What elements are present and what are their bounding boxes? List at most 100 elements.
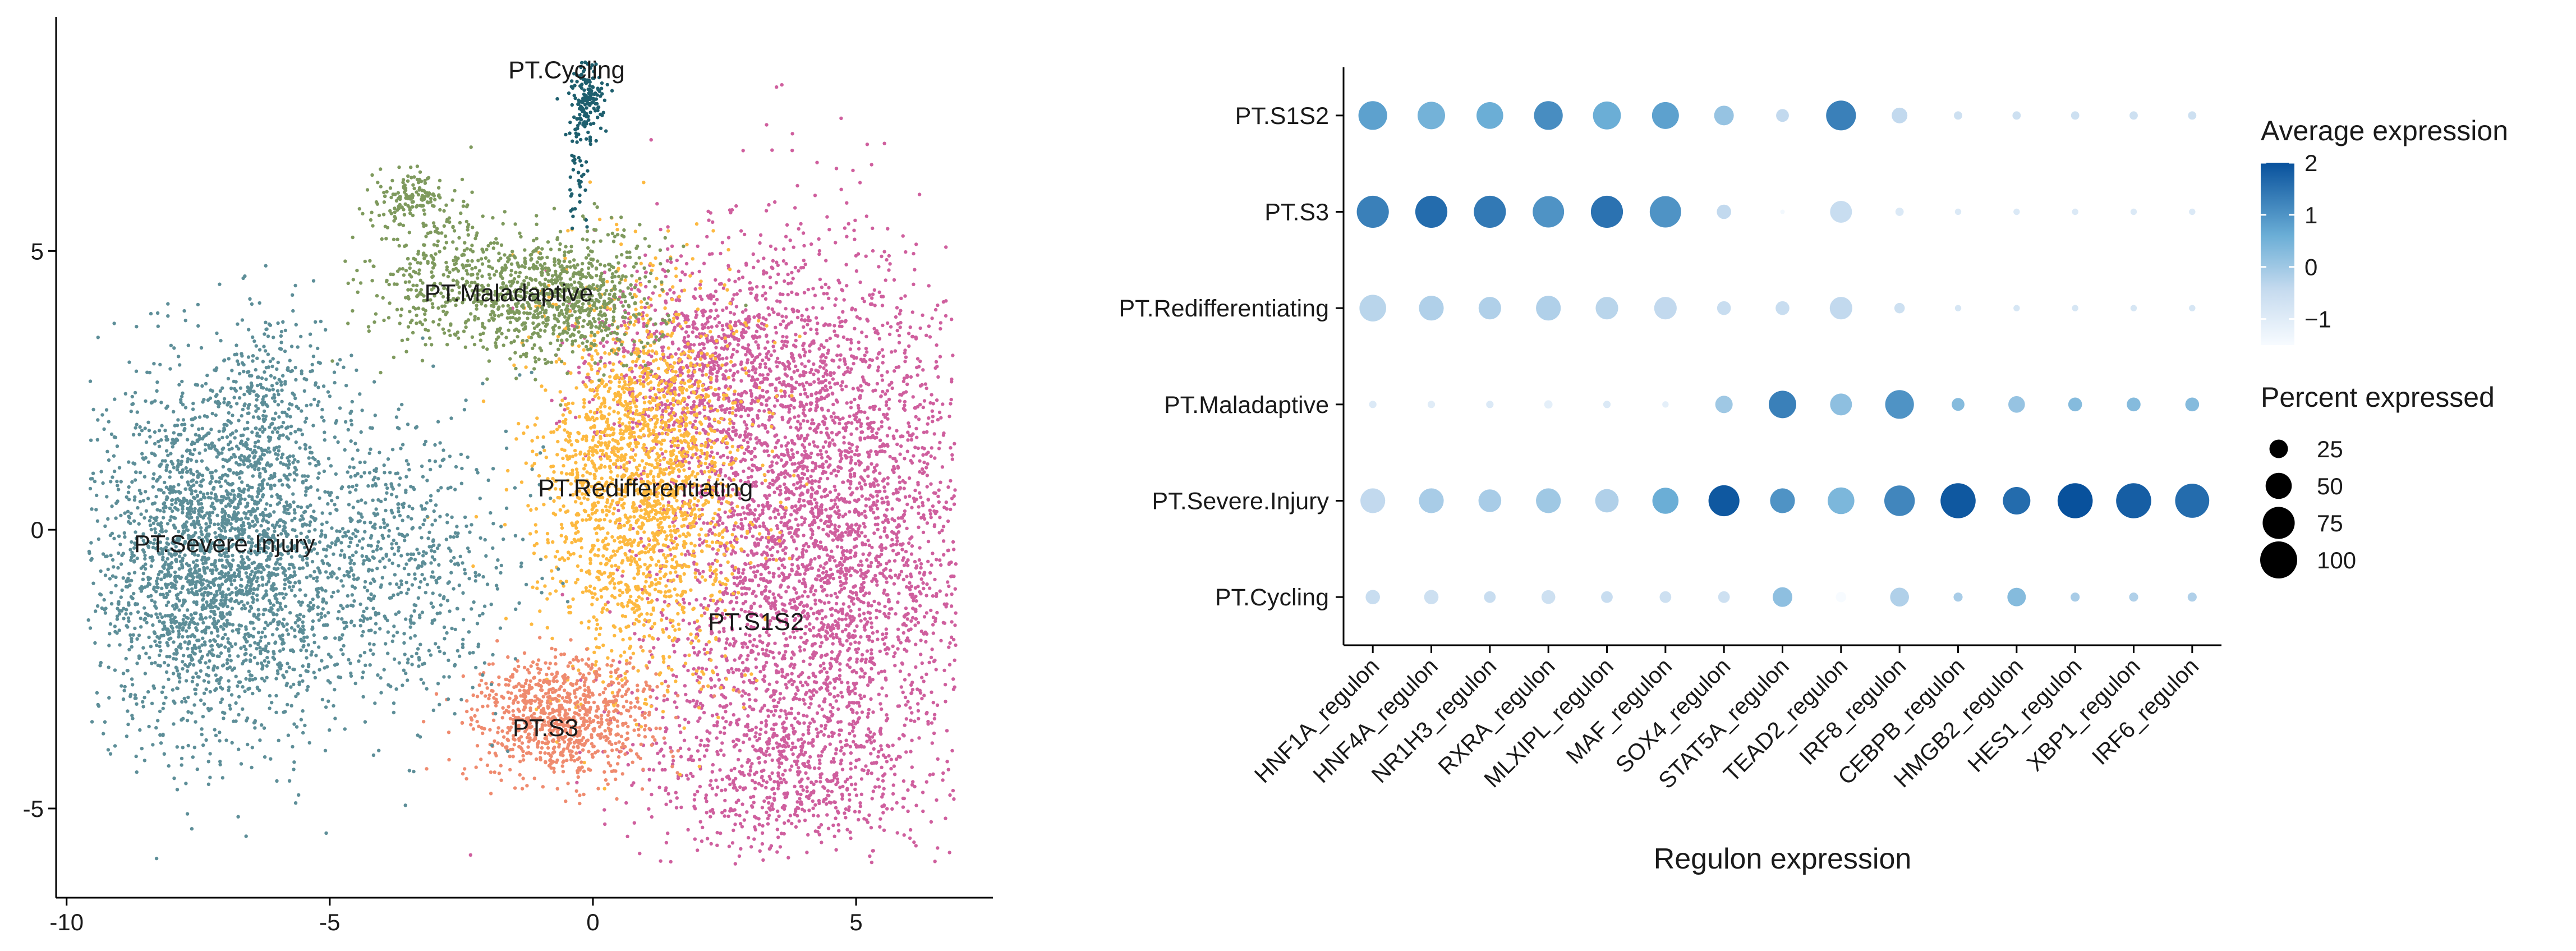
- umap-point: [798, 486, 802, 490]
- umap-point: [739, 847, 743, 851]
- umap-point: [894, 573, 898, 577]
- umap-point: [839, 748, 843, 753]
- umap-point: [765, 496, 769, 500]
- umap-point: [839, 584, 843, 588]
- umap-point: [876, 637, 880, 641]
- umap-point: [736, 445, 740, 449]
- umap-point: [941, 539, 946, 543]
- umap-point: [701, 327, 705, 330]
- umap-point: [691, 330, 695, 334]
- umap-point: [766, 500, 770, 504]
- umap-point: [881, 520, 885, 524]
- umap-point: [763, 291, 767, 295]
- umap-point: [822, 521, 827, 525]
- umap-point: [819, 343, 824, 348]
- umap-point: [747, 728, 751, 733]
- umap-point: [728, 368, 732, 373]
- umap-point: [746, 343, 751, 347]
- umap-point: [860, 658, 864, 661]
- umap-point: [799, 737, 803, 741]
- umap-point: [717, 357, 721, 361]
- umap-point: [817, 612, 821, 615]
- umap-point: [850, 307, 854, 311]
- umap-point: [817, 758, 822, 762]
- umap-point: [771, 699, 776, 702]
- umap-point: [734, 408, 738, 412]
- umap-point: [857, 641, 861, 645]
- umap-point: [815, 328, 818, 332]
- umap-point: [632, 821, 637, 825]
- umap-point: [928, 508, 932, 512]
- umap-point: [866, 734, 870, 738]
- umap-point: [752, 265, 756, 269]
- umap-point: [882, 642, 886, 646]
- umap-point: [932, 713, 937, 717]
- umap-point: [699, 738, 703, 743]
- umap-point: [820, 750, 824, 754]
- umap-point: [857, 598, 861, 602]
- umap-point: [935, 558, 939, 562]
- umap-point: [808, 426, 812, 430]
- umap-point: [720, 404, 724, 408]
- umap-point: [880, 543, 884, 547]
- umap-point: [760, 774, 764, 779]
- umap-point: [747, 503, 751, 507]
- umap-point: [862, 521, 866, 526]
- umap-point: [751, 368, 755, 372]
- umap-point: [917, 525, 921, 529]
- umap-point: [728, 723, 732, 727]
- umap-point: [875, 499, 880, 503]
- umap-point: [904, 355, 908, 359]
- umap-point: [825, 594, 829, 598]
- umap-point: [857, 347, 861, 351]
- umap-point: [752, 358, 757, 362]
- umap-point: [732, 312, 737, 316]
- umap-point: [825, 670, 829, 674]
- umap-point: [664, 274, 668, 278]
- umap-point: [839, 116, 843, 120]
- umap-point: [714, 278, 717, 282]
- umap-point: [887, 647, 891, 651]
- umap-point: [783, 482, 786, 486]
- umap-point: [835, 564, 839, 568]
- umap-point: [879, 727, 883, 731]
- umap-point: [784, 235, 788, 238]
- umap-point: [766, 504, 770, 508]
- umap-point: [811, 287, 815, 291]
- umap-point: [931, 552, 935, 555]
- umap-point: [773, 200, 777, 204]
- umap-point: [880, 546, 884, 550]
- umap-point: [780, 670, 785, 674]
- umap-point: [857, 563, 861, 567]
- umap-point: [828, 490, 832, 494]
- umap-point: [730, 841, 735, 845]
- umap-point: [717, 334, 721, 339]
- umap-point: [845, 235, 849, 238]
- umap-point: [624, 373, 628, 377]
- umap-point: [723, 385, 728, 389]
- umap-point: [765, 545, 769, 549]
- umap-point: [550, 398, 554, 402]
- umap-point: [733, 363, 737, 367]
- umap-point: [811, 653, 815, 656]
- umap-point: [775, 828, 780, 831]
- umap-point: [899, 320, 903, 325]
- umap-point: [758, 380, 763, 385]
- umap-point: [795, 292, 799, 296]
- umap-point: [916, 621, 921, 625]
- umap-point: [779, 584, 783, 587]
- umap-point: [824, 460, 829, 463]
- umap-point: [851, 168, 855, 172]
- umap-point: [778, 761, 781, 765]
- umap-point: [932, 731, 936, 736]
- umap-point: [935, 398, 939, 402]
- umap-point: [723, 788, 728, 792]
- umap-point: [790, 741, 795, 745]
- umap-point: [795, 451, 799, 454]
- umap-point: [767, 814, 771, 817]
- umap-point: [775, 850, 779, 854]
- umap-point: [836, 278, 840, 282]
- umap-point: [710, 450, 714, 454]
- umap-point: [737, 269, 741, 273]
- umap-point: [747, 466, 751, 470]
